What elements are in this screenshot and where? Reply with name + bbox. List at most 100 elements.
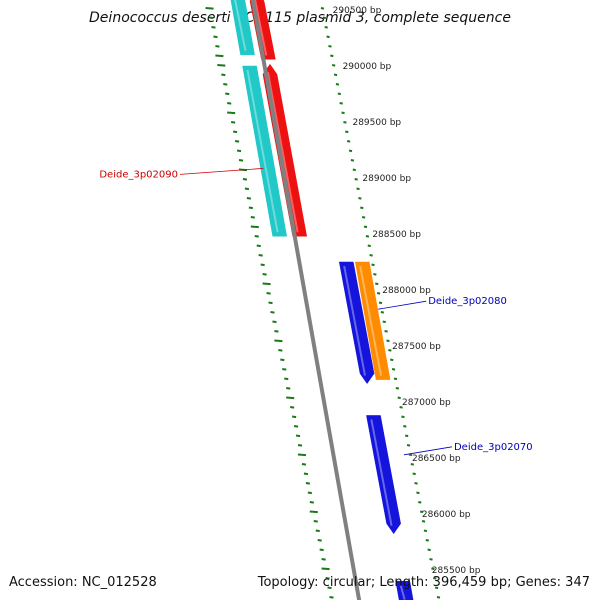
tick-mark — [309, 510, 318, 514]
tick-mark — [406, 444, 411, 447]
tick-mark — [358, 197, 362, 200]
tick-mark — [373, 273, 377, 276]
tick-mark — [295, 434, 301, 438]
tick-mark — [337, 92, 342, 96]
tick-mark — [388, 349, 392, 352]
tick-mark — [268, 301, 273, 305]
gene-highlight — [254, 0, 268, 56]
tick-mark — [284, 377, 289, 381]
tick-mark — [290, 406, 295, 409]
tick-mark — [293, 425, 299, 428]
tick-mark — [360, 206, 364, 210]
tick-mark — [352, 168, 356, 172]
tick-mark — [242, 178, 248, 181]
tick-mark — [225, 92, 230, 96]
tick-mark — [321, 567, 330, 571]
tick-mark — [321, 558, 326, 561]
tick-mark — [390, 358, 394, 362]
scale-label: 287500 bp — [392, 342, 441, 352]
tick-mark — [391, 368, 396, 371]
tick-mark — [405, 434, 409, 438]
tick-mark — [356, 187, 360, 191]
tick-mark — [335, 83, 340, 86]
scale-label: 288000 bp — [382, 286, 431, 296]
tick-mark — [250, 225, 259, 229]
tick-mark — [345, 130, 349, 134]
tick-mark — [375, 282, 379, 286]
tick-mark — [399, 406, 403, 409]
tick-mark — [333, 73, 338, 77]
tick-mark — [327, 586, 332, 590]
tick-mark — [421, 520, 426, 523]
gene-labels: Deide_3p02090 Deide_3p02080 Deide_3p02070 — [99, 168, 533, 456]
backbone — [250, 0, 362, 600]
gene-highlight — [399, 584, 406, 600]
gene-label: Deide_3p02080 — [428, 296, 507, 307]
gene-highlight — [246, 69, 279, 233]
tick-mark — [414, 482, 418, 485]
backbone-line — [250, 0, 362, 600]
tick-mark — [346, 140, 351, 143]
tick-mark — [369, 254, 373, 257]
tick-mark — [309, 501, 314, 504]
tick-mark — [395, 387, 400, 390]
tick-mark — [236, 149, 242, 153]
tick-mark — [408, 453, 413, 457]
tick-mark — [297, 453, 307, 457]
tick-mark — [319, 548, 324, 552]
tick-mark — [322, 16, 327, 20]
tick-mark — [205, 7, 214, 10]
tick-mark — [343, 121, 347, 124]
tick-mark — [376, 292, 381, 295]
tick-mark — [230, 121, 236, 124]
tick-mark — [329, 596, 334, 599]
tick-mark — [266, 292, 271, 295]
gene-arrow-5 — [354, 261, 391, 380]
tick-mark — [339, 102, 343, 105]
tick-mark — [325, 577, 330, 580]
tick-mark — [227, 111, 236, 115]
tick-mark — [291, 415, 297, 419]
tick-mark — [238, 159, 244, 162]
tick-mark — [367, 244, 371, 248]
gene-arrow-0 — [230, 0, 255, 56]
tick-mark — [418, 501, 422, 504]
tick-mark — [270, 311, 275, 314]
tick-mark — [350, 159, 355, 162]
tick-mark — [234, 140, 240, 143]
scale-label: 286000 bp — [422, 510, 471, 520]
scale-label: 289500 bp — [352, 118, 401, 128]
tick-mark — [393, 377, 398, 381]
tick-mark — [423, 529, 428, 533]
tick-mark — [258, 254, 263, 257]
tick-mark — [250, 216, 255, 219]
tick-mark — [303, 472, 309, 476]
tick-mark — [254, 235, 259, 238]
tick-mark — [436, 596, 441, 599]
tick-mark — [274, 330, 279, 333]
leader-line — [403, 446, 453, 456]
gene-highlight — [343, 265, 366, 376]
tick-mark — [297, 444, 303, 447]
tick-mark — [286, 387, 291, 390]
tick-mark — [274, 339, 283, 343]
scale-label: 289000 bp — [362, 174, 411, 184]
tick-mark — [330, 54, 334, 58]
tick-mark — [313, 520, 318, 523]
tick-mark — [410, 463, 415, 466]
tick-mark — [331, 64, 336, 67]
leader-line — [378, 300, 427, 310]
scale-labels: 290500 bp 290000 bp 289500 bp 289000 bp 2885… — [333, 6, 481, 576]
summary-text: Topology: circular; Length: 396,459 bp; … — [257, 575, 590, 590]
gene-highlight — [266, 72, 299, 233]
scale-label: 288500 bp — [372, 230, 421, 240]
tick-mark — [317, 539, 322, 542]
tick-mark — [262, 282, 271, 286]
tick-mark — [434, 586, 439, 590]
gene-arrow-4 — [338, 261, 375, 385]
tick-mark — [328, 45, 332, 48]
accession-text: Accession: NC_012528 — [9, 575, 157, 590]
gene-label: Deide_3p02070 — [454, 442, 533, 453]
tick-mark — [221, 73, 226, 77]
